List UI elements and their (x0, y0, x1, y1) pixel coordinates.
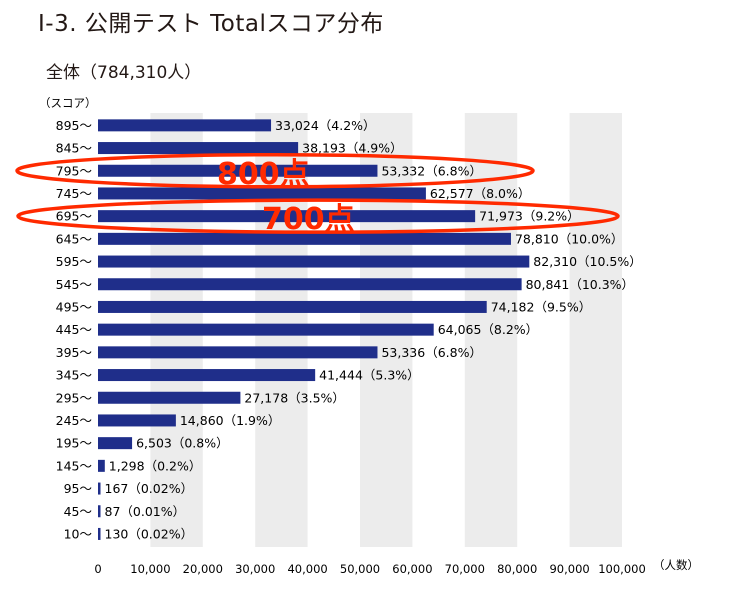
chart-title: Ⅰ-3. 公開テスト Totalスコア分布 (38, 11, 384, 37)
data-label: 33,024（4.2%） (275, 118, 376, 133)
bar (98, 482, 101, 495)
data-label: 62,577（8.0%） (430, 186, 530, 201)
annotation-label: 800点 (217, 157, 310, 192)
x-tick-label: 0 (94, 562, 101, 576)
bar (98, 278, 522, 291)
grid-band (569, 113, 622, 547)
data-label: 6,503（0.8%） (136, 436, 229, 451)
bar (98, 323, 434, 336)
data-label: 82,310（10.5%） (533, 254, 641, 269)
grid-band (464, 113, 518, 547)
data-label: 14,860（1.9%） (180, 413, 281, 428)
bar (98, 300, 487, 313)
data-label: 87（0.01%） (105, 504, 186, 519)
data-label: 38,193（4.9%） (302, 141, 403, 156)
highlight-oval (15, 153, 535, 189)
category-label: 695～ (56, 209, 92, 224)
category-label: 395～ (56, 345, 92, 360)
x-tick-label: 50,000 (340, 562, 380, 576)
bar (98, 119, 272, 132)
x-axis-title: （人数） (653, 558, 699, 572)
category-label: 445～ (56, 322, 92, 337)
category-label: 895～ (56, 118, 92, 133)
chart-subtitle: 全体（784,310人） (46, 63, 202, 83)
bar (98, 369, 316, 382)
bar (98, 527, 101, 540)
bar (98, 437, 133, 450)
x-tick-label: 40,000 (287, 562, 327, 576)
data-label: 167（0.02%） (105, 481, 194, 496)
category-label: 10～ (64, 526, 92, 541)
bar (98, 414, 176, 427)
category-label: 145～ (56, 458, 92, 473)
x-tick-label: 80,000 (497, 562, 537, 576)
bar (98, 142, 299, 155)
x-tick-label: 70,000 (445, 562, 485, 576)
x-tick-label: 60,000 (392, 562, 432, 576)
category-label: 95～ (64, 481, 92, 496)
bar (98, 232, 511, 245)
bar (98, 255, 530, 268)
data-label: 78,810（10.0%） (515, 231, 623, 246)
x-tick-label: 90,000 (549, 562, 589, 576)
data-label: 41,444（5.3%） (319, 368, 420, 383)
bar (98, 391, 241, 404)
data-label: 64,065（8.2%） (438, 322, 538, 337)
x-tick-label: 20,000 (183, 562, 223, 576)
data-label: 80,841（10.3%） (526, 277, 634, 292)
category-label: 745～ (56, 186, 92, 201)
bar (98, 187, 426, 200)
data-label: 27,178（3.5%） (244, 390, 345, 405)
category-label: 845～ (56, 141, 92, 156)
data-label: 71,973（9.2%） (479, 209, 580, 224)
x-tick-label: 100,000 (598, 562, 646, 576)
y-axis-title: （スコア） (39, 96, 97, 110)
highlight-oval (16, 198, 620, 234)
x-tick-label: 30,000 (235, 562, 275, 576)
category-label: 295～ (56, 390, 92, 405)
data-label: 74,182（9.5%） (491, 299, 592, 314)
x-tick-label: 10,000 (130, 562, 170, 576)
data-label: 1,298（0.2%） (109, 458, 202, 473)
bar (98, 346, 378, 359)
bar (98, 459, 105, 472)
data-label: 53,336（6.8%） (381, 345, 482, 360)
category-label: 345～ (56, 368, 92, 383)
bar (98, 210, 476, 223)
annotation-label: 700点 (262, 202, 355, 237)
category-label: 245～ (56, 413, 92, 428)
category-label: 595～ (56, 254, 92, 269)
data-label: 53,332（6.8%） (381, 163, 482, 178)
category-label: 195～ (56, 436, 92, 451)
bar (98, 164, 378, 177)
category-label: 795～ (56, 163, 92, 178)
category-label: 495～ (56, 299, 92, 314)
category-label: 645～ (56, 231, 92, 246)
category-label: 45～ (64, 504, 92, 519)
category-label: 545～ (56, 277, 92, 292)
data-label: 130（0.02%） (105, 526, 194, 541)
bar (98, 505, 101, 518)
